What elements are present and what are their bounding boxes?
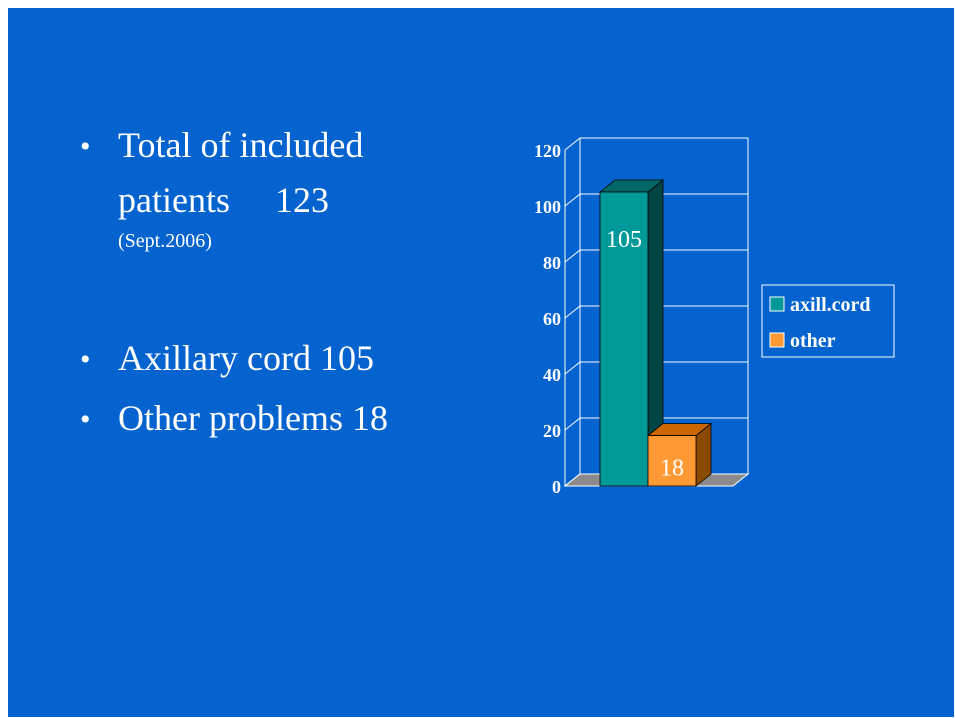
bar-other: [647, 435, 697, 487]
y-tick-label: 80: [543, 253, 561, 273]
bullet-total-line2: patients 123: [118, 180, 329, 220]
y-tick-label: 120: [534, 141, 561, 161]
bar-data-label: 105: [606, 227, 642, 253]
bullet-dot: •: [80, 403, 91, 436]
legend-swatch: [769, 332, 785, 348]
y-tick-label: 100: [534, 197, 561, 217]
bar-data-label: 18: [660, 456, 684, 482]
slide-background: [8, 8, 954, 717]
y-tick-mark: [564, 249, 581, 263]
y-tick-mark: [564, 193, 581, 207]
bullet-dot: •: [80, 343, 91, 376]
y-tick-label: 0: [552, 477, 561, 497]
legend-box: [761, 284, 895, 358]
y-tick-label: 20: [543, 421, 561, 441]
y-tick-mark: [564, 305, 581, 319]
y-tick-label: 40: [543, 365, 561, 385]
y-tick-mark: [564, 361, 581, 375]
legend-swatch: [769, 296, 785, 312]
bullet-total-line1: Total of included: [118, 125, 364, 165]
y-tick-mark: [564, 417, 581, 431]
bullet-total-date: (Sept.2006): [118, 230, 212, 252]
bullet-dot: •: [80, 130, 91, 163]
bar-axill-cord: [599, 191, 649, 487]
bullet-axillary-text: Axillary cord 105: [118, 338, 374, 378]
legend-label: axill.cord: [790, 294, 871, 316]
legend-label: other: [790, 330, 836, 352]
bullet-other-text: Other problems 18: [118, 398, 388, 438]
y-tick-label: 60: [543, 309, 561, 329]
y-tick-mark: [564, 137, 581, 151]
